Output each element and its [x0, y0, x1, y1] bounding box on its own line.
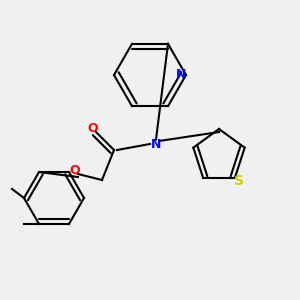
Text: N: N: [151, 137, 161, 151]
Text: S: S: [234, 174, 244, 188]
Text: O: O: [88, 122, 98, 136]
Text: O: O: [69, 164, 80, 178]
Text: N: N: [176, 68, 187, 82]
